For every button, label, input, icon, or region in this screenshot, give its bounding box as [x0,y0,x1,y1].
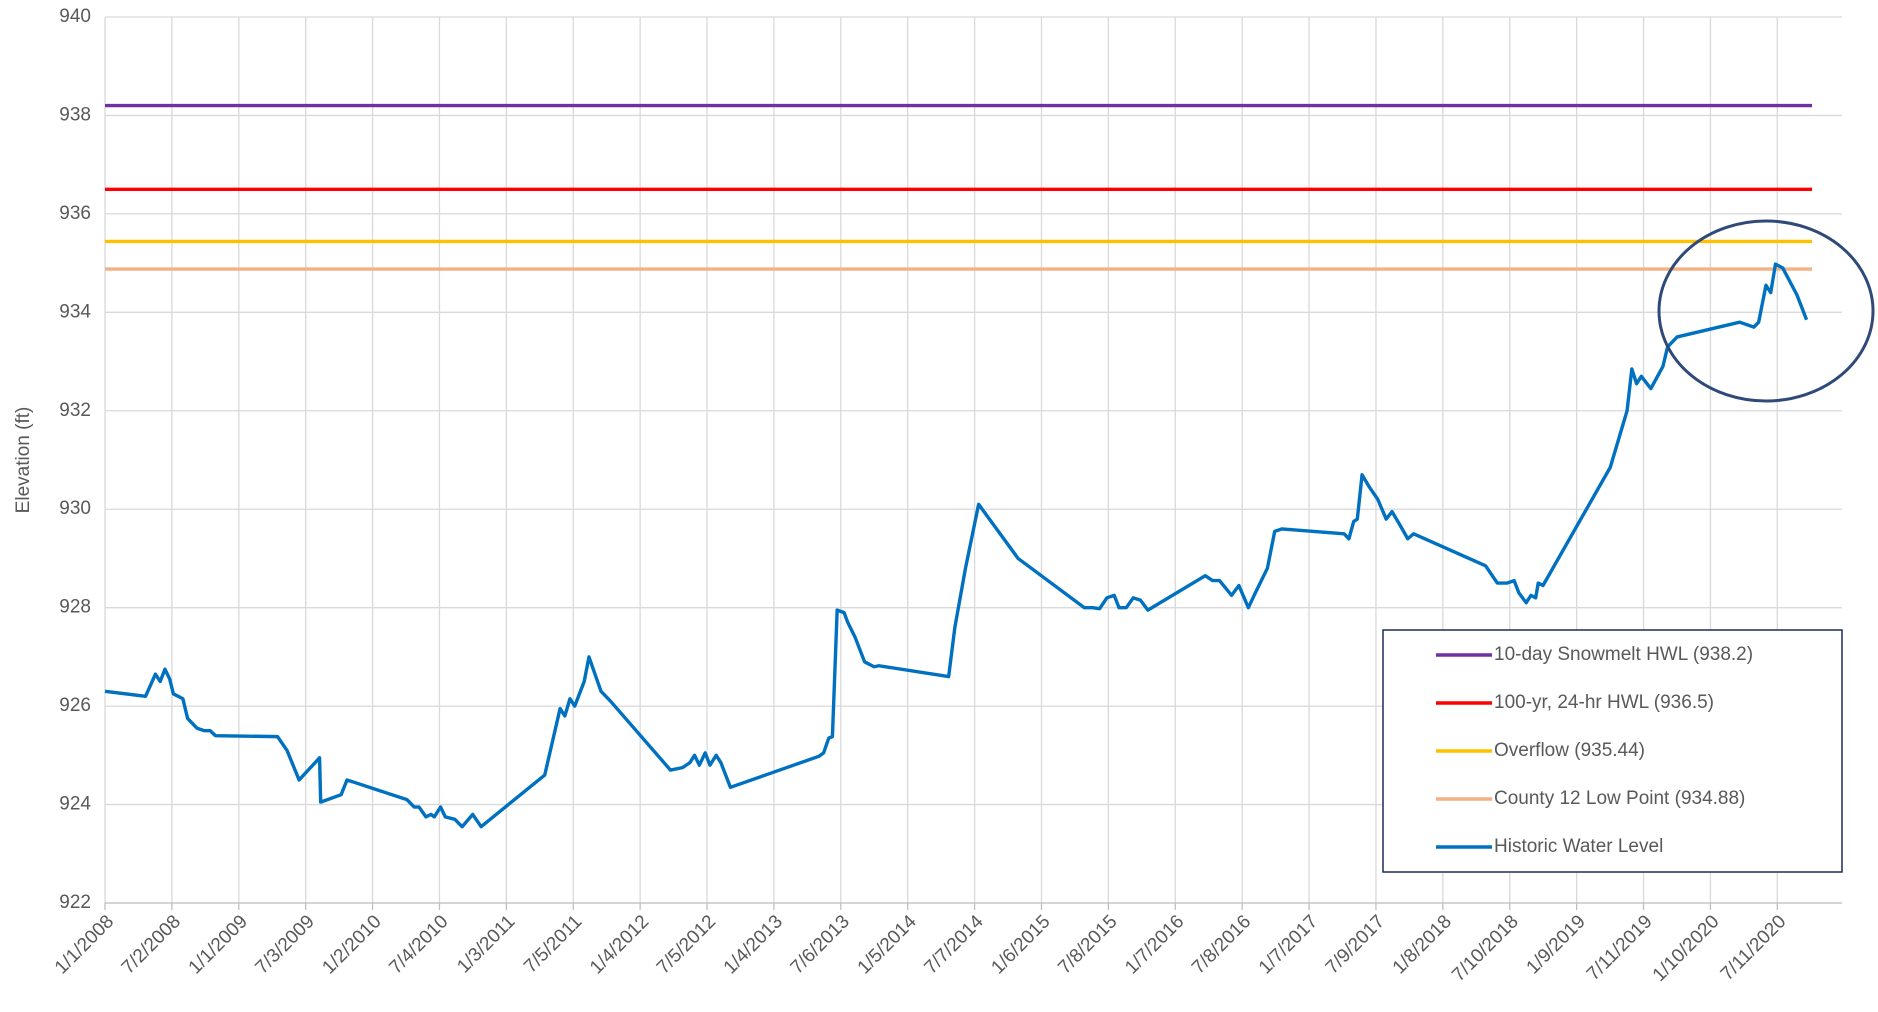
y-tick-label: 930 [59,498,91,519]
y-tick-label: 926 [59,695,91,716]
y-tick-label: 932 [59,400,91,421]
y-tick-label: 934 [59,301,91,322]
legend-label: 100-yr, 24-hr HWL (936.5) [1494,692,1714,713]
legend-label: 10-day Snowmelt HWL (938.2) [1494,644,1753,665]
y-axis-label: Elevation (ft) [13,407,34,514]
series-line [104,262,1809,829]
plot-area [104,103,1813,829]
y-tick-label: 938 [59,104,91,125]
legend-label: County 12 Low Point (934.88) [1494,788,1745,809]
legend-label: Overflow (935.44) [1494,740,1645,761]
y-tick-label: 940 [59,6,91,27]
legend: 10-day Snowmelt HWL (938.2) 100-yr, 24-hr… [1382,629,1843,873]
legend-label: Historic Water Level [1494,836,1663,857]
y-tick-label: 924 [59,794,91,815]
y-tick-label: 922 [59,892,91,913]
y-tick-label: 936 [59,203,91,224]
y-tick-label: 928 [59,597,91,618]
highlight-circle [1657,219,1875,403]
